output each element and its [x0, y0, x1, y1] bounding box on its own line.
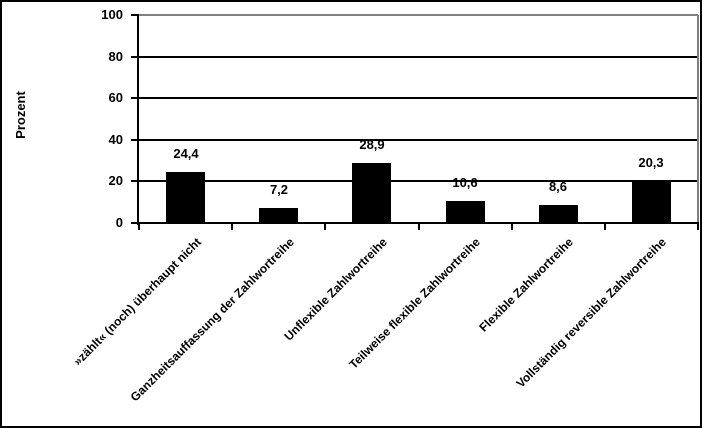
y-tick-80	[131, 55, 137, 58]
bar-4	[539, 205, 578, 223]
gridline-100	[139, 14, 698, 16]
bar-value-label-5: 20,3	[638, 155, 664, 170]
y-tick-label-40: 40	[108, 131, 123, 147]
x-tick-1	[231, 224, 234, 230]
x-tick-4	[510, 224, 513, 230]
y-tick-label-0: 0	[115, 215, 123, 230]
x-axis-line	[137, 222, 699, 224]
bar-value-label-1: 7,2	[269, 182, 289, 197]
plot-right-border	[697, 15, 699, 223]
y-tick-20	[131, 180, 137, 183]
bar-5	[632, 181, 671, 223]
bar-value-label-4: 8,6	[548, 179, 568, 194]
y-tick-0	[131, 222, 137, 224]
bar-value-label-2: 28,9	[359, 137, 385, 152]
y-tick-60	[131, 97, 137, 100]
gridline-20	[139, 180, 698, 183]
x-tick-5	[603, 224, 606, 230]
y-tick-label-20: 20	[108, 173, 123, 189]
x-tick-3	[417, 224, 420, 230]
y-axis-title: Prozent	[13, 91, 28, 139]
gridline-40	[139, 138, 698, 141]
x-category-label-0: »zählt« (noch) überhaupt nicht	[70, 235, 204, 369]
y-tick-label-100: 100	[101, 7, 123, 22]
bar-value-label-3: 10,6	[452, 175, 478, 190]
y-axis-line	[137, 14, 139, 225]
bar-value-label-0: 24,4	[173, 146, 199, 161]
x-tick-6	[697, 224, 699, 230]
y-tick-100	[131, 14, 137, 16]
x-tick-2	[324, 224, 327, 230]
y-tick-label-60: 60	[108, 90, 123, 106]
y-tick-40	[131, 138, 137, 141]
bar-0	[166, 172, 205, 223]
bar-3	[446, 201, 485, 223]
x-tick-0	[138, 224, 140, 230]
y-tick-label-80: 80	[108, 48, 123, 64]
gridline-60	[139, 97, 698, 100]
bar-2	[352, 163, 391, 223]
bar-1	[259, 208, 298, 223]
gridline-80	[139, 55, 698, 58]
